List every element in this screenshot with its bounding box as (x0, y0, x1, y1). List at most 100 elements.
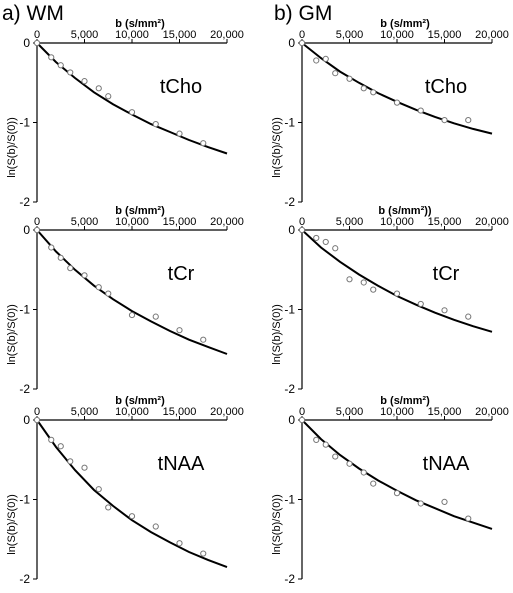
x-tick-label: 5,000 (71, 216, 99, 228)
data-point (57, 443, 64, 450)
data-point (298, 226, 306, 234)
x-tick-label: 10,000 (380, 29, 414, 41)
y-tick-label: 0 (23, 36, 30, 50)
y-axis-label: ln(S(b)/S(0)) (6, 494, 18, 555)
data-point (105, 93, 112, 100)
data-point (57, 62, 64, 69)
x-tick-label: 10,000 (115, 406, 149, 418)
x-tick-label: 15,000 (163, 29, 197, 41)
data-point (95, 284, 102, 291)
x-tick-label: 5,000 (336, 406, 364, 418)
x-tick-label: 15,000 (163, 216, 197, 228)
data-point (417, 107, 424, 114)
data-point (128, 311, 136, 319)
y-tick-label: -2 (19, 572, 30, 586)
data-point (105, 290, 112, 297)
y-tick-label: -2 (284, 195, 295, 209)
data-point (322, 55, 329, 63)
data-point (152, 120, 159, 128)
data-point (48, 436, 55, 443)
data-point (360, 279, 367, 286)
data-point (393, 290, 401, 297)
data-point (322, 238, 329, 246)
chart-gm-tnaa: 0 5,000 10,000 15,000 20,000 0 -1 -2 b (s/mm²) ln… (271, 395, 509, 586)
y-tick-label: -1 (19, 493, 30, 507)
x-tick-label: 20,000 (210, 29, 244, 41)
y-axis-label: ln(S(b)/S(0)) (6, 117, 18, 178)
data-point (128, 109, 136, 116)
data-point (33, 39, 41, 47)
x-tick-label: 0 (299, 216, 305, 228)
data-point (81, 272, 88, 279)
data-point (346, 75, 353, 82)
metabolite-label: tCr (168, 263, 195, 285)
y-tick-label: -2 (284, 382, 295, 396)
x-tick-label: 0 (299, 29, 305, 41)
fit-curve (36, 229, 228, 355)
data-point (176, 130, 183, 137)
data-point (360, 85, 367, 92)
data-point (176, 327, 183, 334)
data-point (370, 89, 377, 96)
x-tick-label: 15,000 (428, 216, 462, 228)
data-point (81, 78, 88, 85)
data-point (393, 99, 401, 106)
data-point (67, 69, 74, 76)
metabolite-label: tNAA (423, 453, 470, 475)
data-point (33, 226, 41, 234)
metabolite-label: tCr (433, 263, 460, 285)
y-tick-label: 0 (23, 413, 30, 427)
data-point (176, 540, 183, 547)
data-point (360, 469, 367, 476)
data-point (313, 436, 320, 443)
data-point (370, 286, 377, 293)
x-tick-label: 0 (34, 406, 40, 418)
y-tick-label: -1 (284, 116, 295, 130)
x-axis-label: b (s/mm²)) (378, 205, 432, 217)
chart-wm-tcr: 0 5,000 10,000 15,000 20,000 0 -1 -2 b (s/mm²) ln… (6, 205, 244, 396)
x-tick-label: 5,000 (336, 216, 364, 228)
x-tick-label: 20,000 (210, 216, 244, 228)
x-tick-label: 10,000 (380, 216, 414, 228)
data-point (322, 441, 329, 448)
x-tick-label: 20,000 (475, 216, 509, 228)
y-tick-label: -1 (19, 116, 30, 130)
y-tick-label: 0 (288, 36, 295, 50)
data-point (67, 265, 74, 272)
x-tick-label: 0 (34, 216, 40, 228)
data-point (298, 416, 306, 424)
data-point (33, 416, 41, 424)
y-axis-label: ln(S(b)/S(0)) (271, 304, 283, 365)
x-axis-label: b (s/mm²) (115, 395, 165, 407)
data-point (57, 254, 64, 261)
metabolite-label: tCho (425, 76, 467, 98)
y-tick-label: -1 (284, 303, 295, 317)
data-point (313, 234, 320, 242)
y-tick-label: -2 (284, 572, 295, 586)
panel-a-label: a) WM (2, 2, 64, 25)
data-point (393, 490, 401, 497)
data-point (200, 140, 207, 147)
fit-curve (301, 229, 493, 333)
data-point (200, 550, 207, 557)
y-tick-label: -2 (19, 382, 30, 396)
x-tick-label: 15,000 (428, 29, 462, 41)
x-tick-label: 5,000 (71, 406, 99, 418)
fit-curve (36, 419, 228, 569)
data-point (441, 117, 448, 124)
data-point (332, 70, 339, 77)
x-tick-label: 20,000 (210, 406, 244, 418)
data-point (95, 85, 102, 92)
data-point (465, 117, 472, 124)
data-point (200, 336, 207, 343)
data-point (48, 54, 55, 61)
data-point (48, 244, 55, 251)
chart-wm-tcho: 0 5,000 10,000 15,000 20,000 0 -1 -2 b (s/mm²) ln… (6, 18, 244, 209)
metabolite-label: tNAA (158, 453, 205, 475)
data-point (465, 313, 472, 320)
y-axis-label: ln(S(b)/S(0)) (271, 117, 283, 178)
panel-b-label: b) GM (274, 2, 333, 25)
x-axis-label: b (s/mm²) (380, 18, 430, 30)
data-point (81, 464, 88, 471)
fit-curve (36, 42, 228, 155)
